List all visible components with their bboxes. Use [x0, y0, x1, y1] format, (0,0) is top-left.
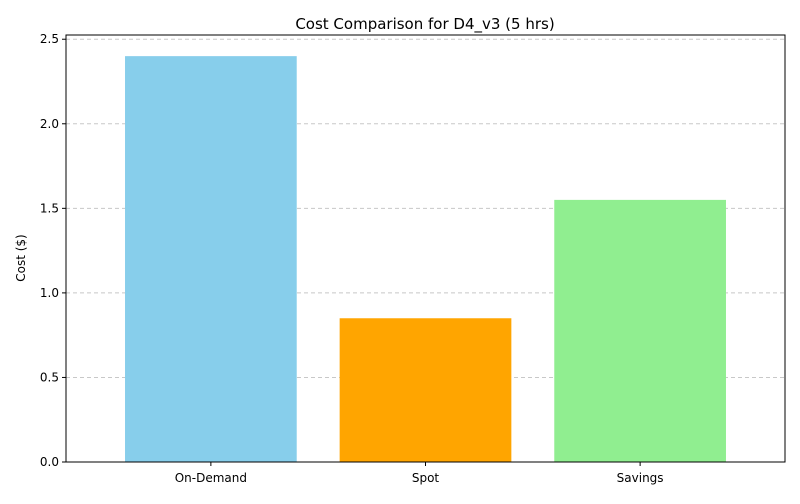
bars-layer: [125, 56, 726, 463]
bar-on-demand: [125, 56, 297, 463]
bar-spot: [339, 318, 512, 462]
bar-savings: [554, 199, 726, 462]
y-tick-label: 0.5: [40, 370, 59, 384]
x-tick-label: On-Demand: [175, 471, 247, 485]
ticks-layer: 0.0 0.5 1.0 1.5 2.0 2.5 On-Demand Spot Savings: [40, 32, 664, 485]
y-tick-label: 2.0: [40, 117, 59, 131]
chart-title: Cost Comparison for D4_v3 (5 hrs): [295, 15, 554, 34]
y-tick-label: 1.5: [40, 201, 59, 215]
x-tick-label: Savings: [617, 471, 664, 485]
y-tick-label: 1.0: [40, 286, 59, 300]
y-tick-label: 2.5: [40, 32, 59, 46]
y-tick-label: 0.0: [40, 455, 59, 469]
x-tick-label: Spot: [412, 471, 440, 485]
y-axis-label: Cost ($): [14, 234, 28, 282]
